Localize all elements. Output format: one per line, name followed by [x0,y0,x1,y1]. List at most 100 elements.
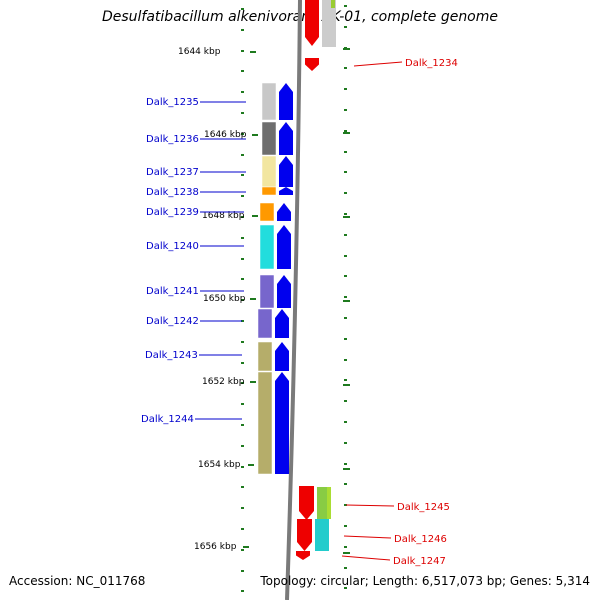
scale-tick [241,50,244,52]
kbp-label: 1648 kbp [202,211,245,221]
gene-label-dalk_1235: Dalk_1235 [146,97,199,108]
scale-tick [241,8,244,10]
scale-tick [344,192,347,194]
scale-tick [344,421,347,423]
gene-label-dalk_1236: Dalk_1236 [146,134,199,145]
major-tick [343,132,350,134]
gene-leader-line [345,504,395,507]
scale-tick [344,296,347,298]
forward-gene-arrow [277,275,291,308]
scale-tick [241,403,244,405]
gene-label-dalk_1244: Dalk_1244 [141,414,194,425]
scale-tick [344,338,347,340]
gene-label-dalk_1237: Dalk_1237 [146,167,199,178]
gene-label-dalk_1245: Dalk_1245 [397,502,450,513]
scale-tick [344,5,347,7]
major-tick [343,552,350,554]
scale-tick [344,171,347,173]
scale-tick [241,70,244,72]
scale-tick [344,359,347,361]
scale-tick [344,213,347,215]
forward-gene-arrow [275,309,289,338]
scale-tick [241,195,244,197]
scale-tick [241,590,244,592]
gene-label-dalk_1242: Dalk_1242 [146,316,199,327]
gene-label-dalk_1247: Dalk_1247 [393,556,446,567]
accession-text: Accession: NC_011768 [9,574,146,588]
reverse-gene-arrow [296,551,310,560]
cog-color-box [261,186,277,196]
major-tick [343,384,350,386]
forward-gene-arrow [279,187,293,195]
scale-tick [241,362,244,364]
scale-tick [241,29,244,31]
scale-tick [241,154,244,156]
scale-tick [344,317,347,319]
cog-color-box [331,0,335,8]
forward-gene-arrow [279,122,293,155]
cog-color-box [261,155,277,188]
scale-tick [241,91,244,93]
major-tick [243,546,249,548]
cog-color-box [259,202,275,222]
scale-tick [344,275,347,277]
major-tick [252,134,258,136]
scale-tick [241,112,244,114]
scale-tick [241,216,244,218]
scale-tick [241,341,244,343]
major-tick [343,300,350,302]
scale-tick [344,130,347,132]
scale-tick [344,234,347,236]
gene-leader-line [341,555,391,561]
kbp-label: 1652 kbp [202,377,245,387]
scale-tick [241,570,244,572]
scale-tick [241,278,244,280]
cog-color-box [261,121,277,156]
forward-gene-arrow [277,225,291,269]
major-tick [250,298,256,300]
scale-tick [344,151,347,153]
scale-tick [241,258,244,260]
scale-tick [344,504,347,506]
cog-color-box [259,274,275,309]
scale-tick [344,442,347,444]
scale-tick [344,567,347,569]
scale-tick [344,109,347,111]
scale-tick [241,549,244,551]
scale-tick [241,133,244,135]
topology-text: Topology: circular; Length: 6,517,073 bp… [260,574,590,588]
gene-label-dalk_1243: Dalk_1243 [145,350,198,361]
scale-tick [241,299,244,301]
scale-tick [344,255,347,257]
forward-gene-arrow [279,83,293,120]
scale-tick [241,174,244,176]
scale-tick [241,445,244,447]
scale-tick [344,400,347,402]
forward-gene-arrow [275,372,289,474]
cog-color-box [261,82,277,121]
major-tick [343,48,350,50]
cog-color-box [257,308,273,339]
scale-tick [241,486,244,488]
gene-label-dalk_1238: Dalk_1238 [146,187,199,198]
major-tick [343,216,350,218]
cog-color-box [259,224,275,270]
gene-leader-line [353,61,403,67]
gene-label-dalk_1240: Dalk_1240 [146,241,199,252]
gene-leader-line [343,535,392,539]
scale-tick [241,424,244,426]
kbp-label: 1654 kbp [198,460,241,470]
scale-tick [241,237,244,239]
reverse-gene-arrow [297,519,312,551]
gene-label-dalk_1241: Dalk_1241 [146,286,199,297]
scale-tick [241,320,244,322]
scale-tick [241,507,244,509]
reverse-gene-arrow [305,58,319,71]
major-tick [252,215,258,217]
major-tick [250,381,256,383]
forward-gene-arrow [277,203,291,221]
kbp-label: 1644 kbp [178,47,221,57]
major-tick [248,464,254,466]
gene-label-dalk_1246: Dalk_1246 [394,534,447,545]
